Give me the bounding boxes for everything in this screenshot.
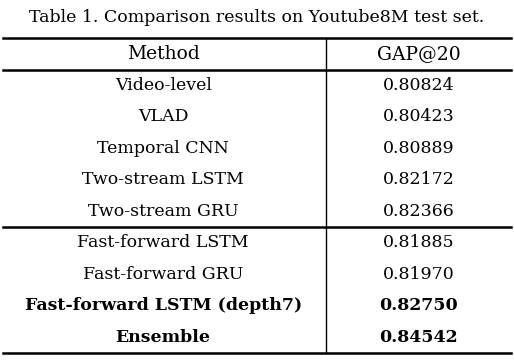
- Text: 0.81970: 0.81970: [383, 266, 455, 283]
- Text: 0.81885: 0.81885: [383, 234, 455, 251]
- Text: 0.82750: 0.82750: [379, 297, 458, 314]
- Text: 0.80423: 0.80423: [383, 108, 455, 125]
- Text: 0.80889: 0.80889: [383, 140, 455, 157]
- Text: Video-level: Video-level: [115, 77, 212, 94]
- Text: VLAD: VLAD: [138, 108, 189, 125]
- Text: Method: Method: [127, 45, 199, 63]
- Text: GAP@20: GAP@20: [377, 45, 461, 63]
- Text: Ensemble: Ensemble: [116, 329, 211, 346]
- Text: Fast-forward LSTM: Fast-forward LSTM: [78, 234, 249, 251]
- Text: Table 1. Comparison results on Youtube8M test set.: Table 1. Comparison results on Youtube8M…: [29, 9, 485, 26]
- Text: Fast-forward LSTM (depth7): Fast-forward LSTM (depth7): [25, 297, 302, 314]
- Text: 0.80824: 0.80824: [383, 77, 455, 94]
- Text: Fast-forward GRU: Fast-forward GRU: [83, 266, 244, 283]
- Text: 0.82172: 0.82172: [383, 171, 455, 188]
- Text: Two-stream LSTM: Two-stream LSTM: [82, 171, 244, 188]
- Text: Temporal CNN: Temporal CNN: [97, 140, 229, 157]
- Text: Two-stream GRU: Two-stream GRU: [88, 203, 238, 220]
- Text: 0.84542: 0.84542: [380, 329, 458, 346]
- Text: 0.82366: 0.82366: [383, 203, 455, 220]
